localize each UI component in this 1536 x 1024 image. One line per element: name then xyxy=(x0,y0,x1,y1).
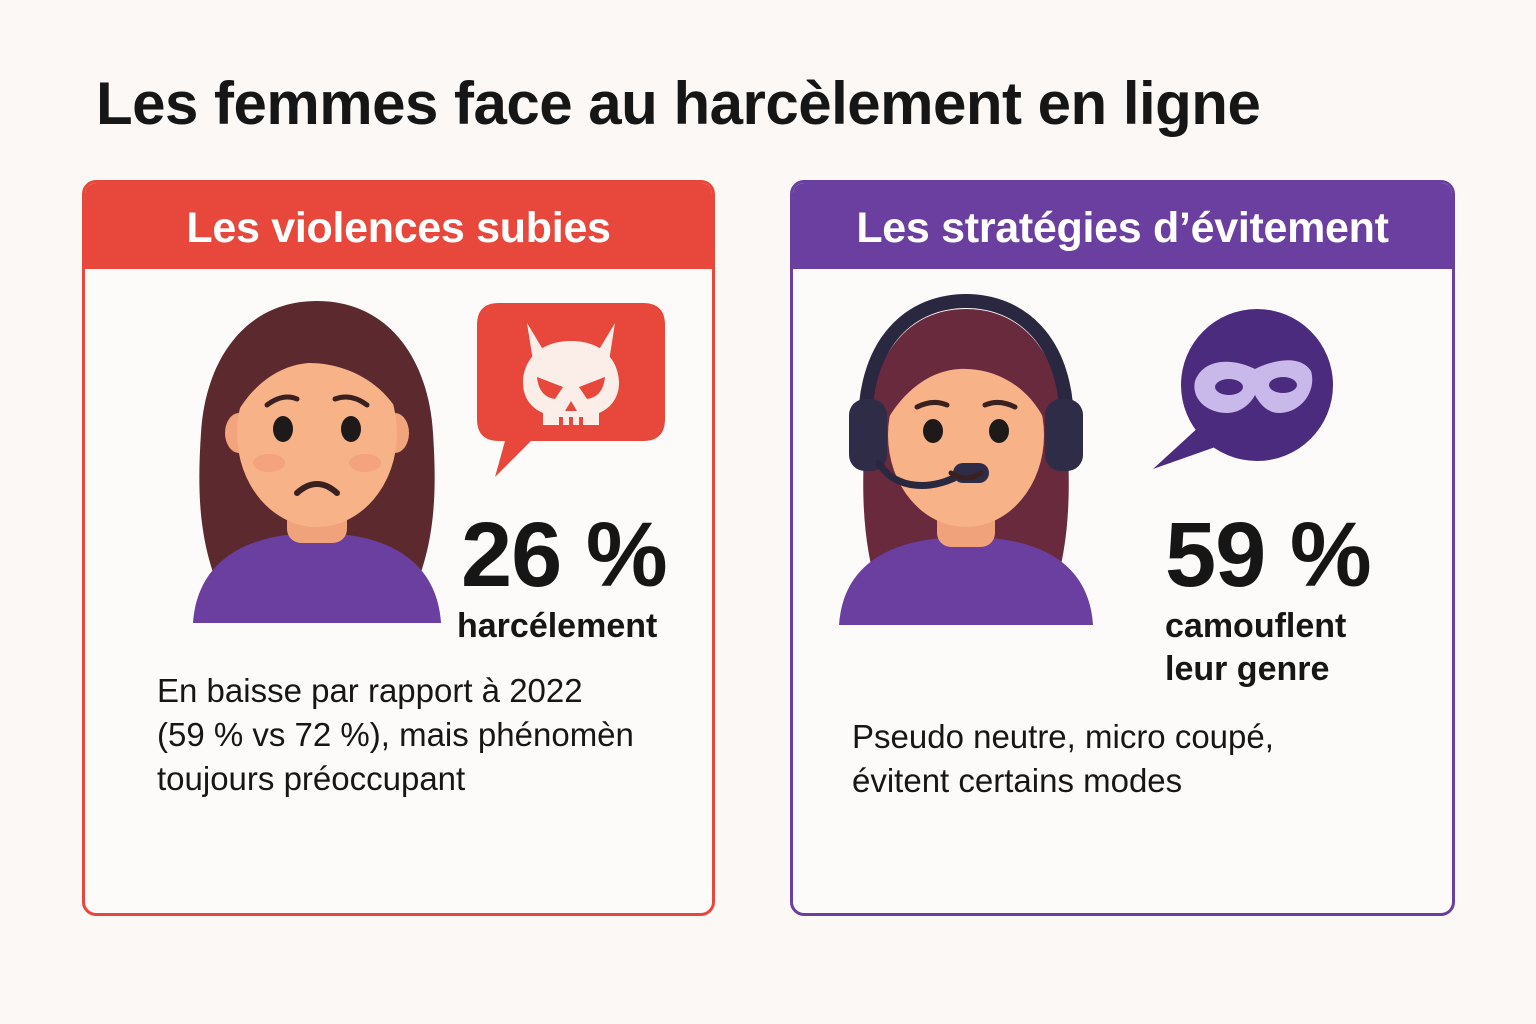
gamer-woman-headset-icon xyxy=(839,293,1093,625)
evitement-card-header: Les stratégies d’évitement xyxy=(793,183,1452,269)
page-title: Les femmes face au harcèlement en ligne xyxy=(96,70,1261,137)
evitement-description-line: évitent certains modes xyxy=(852,762,1183,799)
harassment-stat-label: harcélement xyxy=(457,607,658,645)
evitement-card: Les stratégies d’évitement xyxy=(790,180,1455,916)
violences-description-line: toujours préoccupant xyxy=(157,760,466,797)
mask-speech-bubble-icon xyxy=(1153,309,1333,469)
violences-description-line: (59 % vs 72 %), mais phénomèn xyxy=(157,716,634,753)
violences-card: Les violences subies xyxy=(82,180,715,916)
violences-card-header: Les violences subies xyxy=(85,183,712,269)
camouflage-stat-label-line: camouflent xyxy=(1165,607,1347,645)
worried-woman-icon xyxy=(193,301,441,623)
evitement-description-line: Pseudo neutre, micro coupé, xyxy=(852,718,1274,755)
harassment-stat-value: 26 % xyxy=(461,504,668,606)
camouflage-stat-value: 59 % xyxy=(1165,504,1372,606)
violences-description-line: En baisse par rapport à 2022 xyxy=(157,672,583,709)
skull-speech-bubble-icon xyxy=(477,303,665,477)
camouflage-stat-label-line: leur genre xyxy=(1165,650,1330,688)
